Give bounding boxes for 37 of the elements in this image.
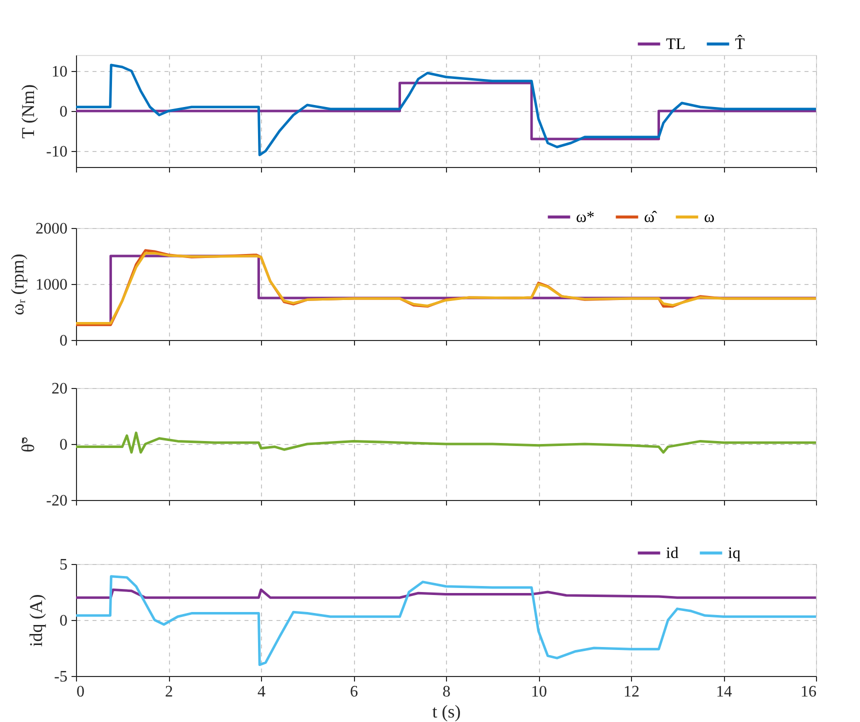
y-axis-title: ωᵣ (rpm)	[8, 254, 28, 316]
x-tick-label: 8	[442, 684, 450, 700]
y-tick-label: 0	[60, 332, 68, 350]
y-tick-label: 0	[60, 436, 68, 454]
legend-label: T̂	[735, 34, 745, 53]
x-tick-label: 0	[76, 684, 84, 700]
legend-label: iq	[728, 545, 740, 562]
y-tick-label: 0	[60, 104, 68, 120]
x-tick-label: 10	[531, 684, 547, 700]
x-tick-label: 2	[165, 684, 173, 700]
y-axis-title: idq (A)	[26, 594, 46, 647]
x-tick-label: 12	[624, 684, 640, 700]
y-tick-label: 5	[60, 556, 68, 574]
y-axis-title: θ̃°	[18, 436, 38, 452]
line-series	[74, 64, 818, 156]
y-tick-label: -20	[46, 492, 68, 510]
legend-label: TL	[666, 36, 686, 53]
y-tick-label: -5	[54, 668, 68, 686]
x-tick-label: 6	[350, 684, 358, 700]
x-axis-title: t (s)	[432, 702, 461, 722]
y-tick-label: 10	[52, 64, 68, 80]
x-tick-label: 16	[800, 684, 816, 700]
y-tick-label: 1000	[36, 276, 68, 294]
x-tick-label: 14	[716, 684, 732, 700]
y-tick-label: 20	[52, 380, 68, 398]
y-tick-label: -10	[46, 144, 68, 160]
legend-label: ω̂	[644, 209, 658, 226]
y-tick-label: 2000	[36, 220, 68, 238]
line-series	[74, 588, 818, 599]
legend-label: id	[666, 545, 678, 562]
y-tick-label: 0	[60, 612, 68, 630]
line-series	[74, 432, 818, 454]
y-axis-title: T (Nm)	[18, 84, 38, 139]
legend-label: ω*	[576, 209, 595, 226]
line-series	[74, 575, 818, 666]
legend-label: ω	[704, 209, 715, 226]
x-tick-label: 4	[258, 684, 266, 700]
